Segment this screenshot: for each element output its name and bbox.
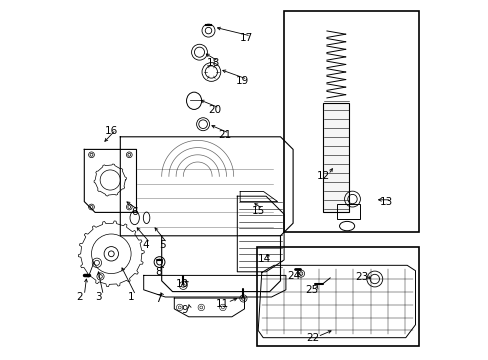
Text: 13: 13 (379, 197, 392, 207)
Text: 8: 8 (155, 267, 162, 277)
Text: 10: 10 (176, 279, 189, 289)
Text: 17: 17 (239, 33, 252, 43)
Bar (284, 11, 418, 232)
Text: 20: 20 (208, 105, 221, 115)
Text: 5: 5 (159, 240, 165, 250)
Bar (257, 247, 418, 346)
Text: 1: 1 (127, 292, 134, 302)
Text: 3: 3 (95, 292, 102, 302)
Text: 19: 19 (236, 76, 249, 86)
Bar (323, 103, 348, 212)
Text: 14: 14 (257, 254, 270, 264)
Text: 2: 2 (76, 292, 83, 302)
Text: 15: 15 (251, 206, 264, 216)
Text: 21: 21 (218, 130, 231, 140)
Text: 16: 16 (104, 126, 118, 136)
Text: 25: 25 (305, 285, 318, 295)
Text: 18: 18 (207, 58, 220, 68)
Text: 23: 23 (354, 272, 367, 282)
Bar (336, 204, 360, 219)
Text: 11: 11 (216, 299, 229, 309)
Text: 12: 12 (316, 171, 330, 181)
Text: 6: 6 (131, 207, 138, 217)
Text: 4: 4 (142, 240, 148, 250)
Text: 22: 22 (305, 333, 319, 343)
Text: 24: 24 (287, 271, 300, 282)
Text: 9: 9 (182, 305, 188, 315)
Text: 7: 7 (155, 294, 162, 304)
